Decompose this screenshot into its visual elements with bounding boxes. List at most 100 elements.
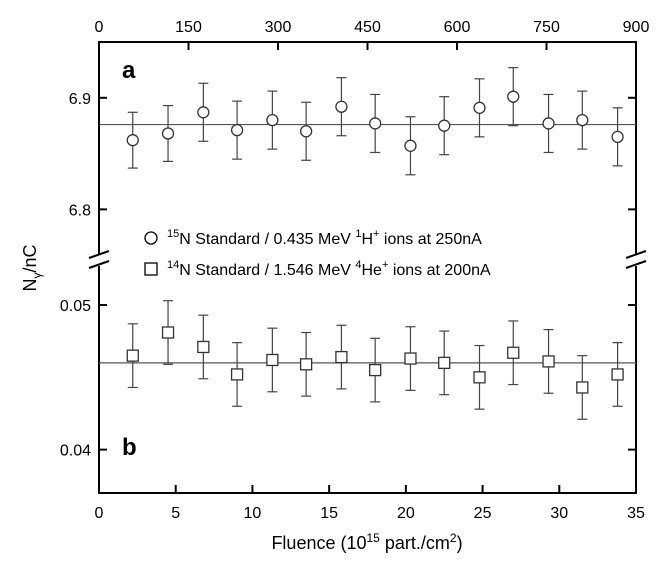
marker-circle	[473, 101, 486, 114]
legend-marker-circle	[144, 231, 158, 245]
marker-circle	[161, 127, 175, 140]
x-top-tick-label: 150	[175, 19, 202, 36]
panel-label-a: a	[122, 57, 136, 84]
y-axis-title: Nγ/nC	[20, 244, 44, 291]
data-point	[126, 111, 139, 169]
marker-circle	[438, 119, 451, 132]
marker-square	[197, 340, 210, 354]
legend-b-t3: ions at 200nA	[388, 262, 491, 279]
x-axes: 0 5 10 15 20 25 30 35 0 150 300 450 600 750 900	[95, 19, 650, 522]
x-bottom-tick-label: 0	[95, 505, 104, 522]
legend-label-b: 14N Standard / 1.546 MeV 4He+ ions at 20…	[167, 259, 491, 279]
legend-b-t1: N Standard / 1.546 MeV	[179, 262, 355, 279]
data-point	[507, 67, 520, 127]
y-tick-label: 6.8	[69, 202, 91, 219]
data-point	[507, 320, 520, 386]
legend-label-a: 15N Standard / 0.435 MeV 1H+ ions at 250…	[167, 228, 482, 248]
marker-square	[299, 358, 313, 371]
x-bottom-tick-label: 25	[474, 505, 492, 522]
y-tick-label: 0.04	[60, 443, 91, 460]
data-point	[335, 324, 348, 390]
x-bottom-tick-label: 35	[627, 505, 645, 522]
x-top-tick-label: 900	[623, 19, 650, 36]
y-tick-label: 6.9	[69, 91, 91, 108]
x-title-sup2: 2	[450, 531, 457, 545]
x-bottom-tick-label: 10	[244, 505, 262, 522]
panel-label-b: b	[122, 434, 137, 461]
y-title-main: N	[20, 279, 40, 292]
data-point	[197, 314, 210, 380]
x-top-tick-label: 450	[354, 19, 381, 36]
marker-square	[126, 349, 139, 362]
marker-circle	[197, 106, 210, 119]
y-axes: 6.8 6.9 0.04 0.05	[60, 91, 636, 460]
legend-a-t1: N Standard / 0.435 MeV	[179, 231, 355, 248]
data-point	[611, 342, 624, 407]
marker-circle	[542, 117, 555, 130]
data-point	[197, 82, 210, 142]
axis-break-mark-right	[625, 250, 647, 269]
data-point	[473, 78, 486, 138]
data-point	[299, 101, 313, 161]
x-title-sup: 15	[367, 531, 381, 545]
x-top-tick-label: 0	[95, 19, 104, 36]
data-point	[299, 331, 313, 397]
marker-circle	[507, 90, 520, 103]
legend-a-t3: ions at 250nA	[379, 231, 482, 248]
marker-circle	[369, 117, 382, 130]
data-point	[576, 90, 589, 150]
x-bottom-tick-label: 20	[397, 505, 415, 522]
legend-b-sup2: 4	[355, 259, 361, 271]
marker-circle	[230, 123, 244, 137]
data-point	[266, 90, 279, 150]
y-tick-label: 0.05	[60, 298, 91, 315]
data-point	[438, 330, 451, 396]
marker-circle	[335, 100, 348, 113]
legend-a-sup1: 15	[167, 228, 179, 240]
data-point	[126, 323, 139, 389]
marker-square	[404, 352, 417, 365]
x-bottom-tick-label: 5	[171, 505, 180, 522]
data-point	[576, 355, 589, 420]
marker-circle	[576, 113, 589, 127]
marker-square	[266, 353, 279, 367]
data-point	[611, 107, 624, 167]
data-point	[266, 327, 279, 393]
axis-break-mark-left	[88, 250, 110, 269]
legend-b-sup1: 14	[167, 259, 179, 271]
marker-square	[507, 346, 520, 359]
legend-marker-square	[144, 262, 158, 276]
data-point	[438, 96, 451, 156]
marker-square	[438, 356, 451, 370]
marker-circle	[404, 139, 417, 152]
marker-square	[369, 363, 382, 377]
data-point	[369, 337, 382, 403]
marker-square	[611, 368, 624, 381]
data-point	[542, 93, 555, 154]
data-point	[542, 329, 555, 394]
data-point	[161, 104, 175, 162]
axis-break-gap-right	[632, 254, 640, 266]
y-title-sub: γ	[30, 273, 44, 279]
legend-b-t2: He	[361, 262, 382, 279]
x-top-tick-label: 750	[533, 19, 560, 36]
x-bottom-tick-label: 30	[550, 505, 568, 522]
data-point	[161, 300, 175, 365]
legend: 15N Standard / 0.435 MeV 1H+ ions at 250…	[144, 228, 491, 279]
x-bottom-tick-label: 15	[320, 505, 338, 522]
x-top-tick-label: 300	[265, 19, 292, 36]
marker-square	[473, 371, 486, 384]
legend-b-sup3: +	[382, 259, 388, 271]
y-title-tail: /nC	[20, 244, 40, 272]
x-top-tick-label: 600	[444, 19, 471, 36]
x-title-tail: part./cm	[380, 533, 450, 553]
data-point	[230, 342, 244, 407]
legend-a-t2: H	[361, 231, 373, 248]
marker-circle	[126, 134, 139, 147]
marker-square	[576, 381, 589, 394]
data-marks	[126, 67, 624, 420]
marker-square	[161, 326, 175, 339]
x-axis-title: Fluence (1015 part./cm2)	[271, 531, 462, 553]
data-point	[335, 77, 348, 137]
